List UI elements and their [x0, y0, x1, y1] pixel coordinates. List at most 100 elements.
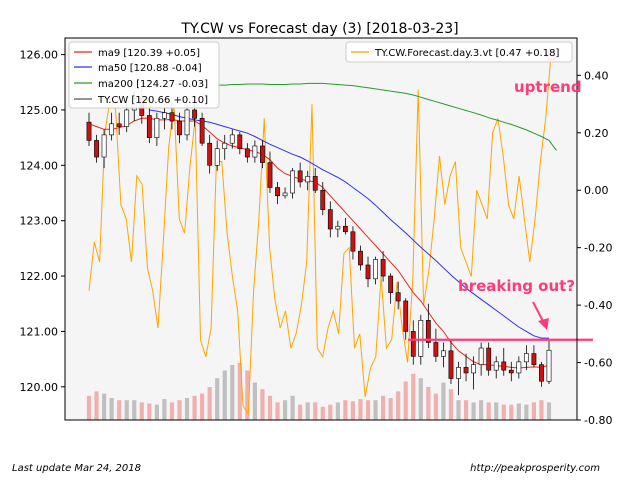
legend-ma50-label: ma50 [120.88 -0.04]: [98, 63, 202, 74]
candle-body: [116, 123, 122, 127]
candle-body: [162, 112, 167, 119]
volume-bar: [260, 389, 265, 420]
volume-bar: [328, 404, 333, 420]
volume-bar: [358, 399, 363, 420]
volume-bar: [207, 387, 212, 420]
candle-body: [395, 292, 401, 302]
candle-body: [86, 121, 92, 141]
left-tick-label: 123.00: [20, 215, 59, 228]
volume-bar: [350, 401, 356, 420]
candle-body: [327, 209, 333, 230]
volume-bar: [441, 382, 446, 420]
volume-bar: [433, 393, 438, 420]
volume-bar: [94, 391, 99, 420]
candle-body: [154, 117, 160, 138]
annotation-breaking-out: breaking out?: [458, 277, 575, 295]
candle-body: [410, 331, 416, 357]
legend-tycw-label: TY.CW [120.66 +0.10]: [97, 95, 208, 106]
volume-bar: [117, 400, 122, 420]
candle-body: [388, 275, 394, 293]
legend-right-box: [345, 41, 573, 63]
footer-url[interactable]: http://peakprosperity.com: [470, 463, 600, 474]
volume-bar: [320, 406, 325, 420]
candle-body: [109, 123, 115, 136]
volume-bar: [524, 404, 529, 420]
candle-body: [373, 259, 378, 280]
candle-body: [305, 176, 311, 183]
volume-bar: [516, 403, 521, 420]
candle-body: [441, 350, 446, 357]
right-axis: -0.80 -0.60 -0.40 -0.20 0.00 0.20 0.40: [577, 69, 612, 427]
volume-bar: [335, 402, 340, 420]
volume-bar: [252, 382, 258, 420]
volume-bar: [403, 381, 408, 420]
right-tick-label: 0.00: [584, 184, 609, 197]
candle-body: [146, 115, 152, 138]
candle-body: [380, 259, 386, 277]
volume-bar: [531, 402, 537, 420]
volume-bar: [237, 362, 242, 420]
candle-body: [493, 361, 499, 371]
volume-bar: [132, 400, 137, 420]
ma200-line: [217, 82, 557, 151]
legend-left-box: [68, 41, 220, 109]
ma50-line: [149, 109, 549, 339]
moving-averages: [88, 82, 557, 369]
candle-body: [501, 361, 507, 371]
left-tick-label: 121.00: [20, 325, 59, 338]
volume-bar: [222, 370, 227, 420]
volume-bar: [192, 395, 197, 420]
candle-body: [177, 120, 182, 136]
right-tick-label: -0.60: [584, 357, 612, 370]
left-tick-label: 120.00: [20, 381, 59, 394]
volume-bar: [373, 400, 378, 420]
volume-bar: [486, 402, 491, 420]
volume-bar: [380, 395, 386, 420]
volume-bar: [539, 400, 544, 420]
candle-body: [448, 350, 454, 379]
volume-bar: [456, 400, 461, 420]
volume-bar: [245, 370, 250, 420]
candle-body: [214, 148, 220, 166]
candle-body: [312, 176, 318, 191]
volume-bar: [282, 400, 288, 420]
candle-body: [94, 140, 99, 158]
candle-body: [237, 134, 243, 150]
candle-body: [244, 148, 250, 158]
ma9-line: [88, 117, 550, 369]
volume-bar: [365, 400, 371, 420]
volume-bar: [86, 395, 92, 420]
candle-body: [342, 225, 348, 233]
volume-bar: [448, 389, 454, 420]
volume-bar: [426, 387, 431, 420]
volume-bar: [139, 402, 144, 420]
candle-body: [403, 300, 409, 332]
volume-bar: [101, 393, 107, 420]
volume-bar: [463, 400, 469, 420]
volume-bars: [86, 362, 552, 420]
candle-body: [358, 250, 363, 266]
right-tick-label: -0.80: [584, 414, 612, 427]
volume-bar: [411, 373, 416, 420]
candle-body: [425, 320, 431, 343]
volume-bar: [162, 399, 167, 420]
candle-body: [192, 109, 197, 119]
volume-bar: [124, 400, 129, 420]
candle-body: [471, 364, 476, 374]
candle-body: [267, 162, 273, 188]
volume-bar: [200, 393, 205, 420]
candle-body: [546, 349, 552, 382]
volume-bar: [230, 365, 235, 420]
legend-ma9-label: ma9 [120.39 +0.05]: [98, 48, 200, 59]
candle-body: [252, 145, 258, 158]
volume-bar: [147, 403, 152, 420]
volume-bar: [396, 391, 401, 420]
candle-body: [350, 231, 356, 252]
volume-bar: [305, 402, 310, 420]
left-tick-label: 124.00: [20, 159, 59, 172]
candle-body: [463, 367, 469, 374]
candle-body: [478, 347, 484, 365]
volume-bar: [313, 402, 318, 420]
right-tick-label: 0.20: [584, 127, 609, 140]
